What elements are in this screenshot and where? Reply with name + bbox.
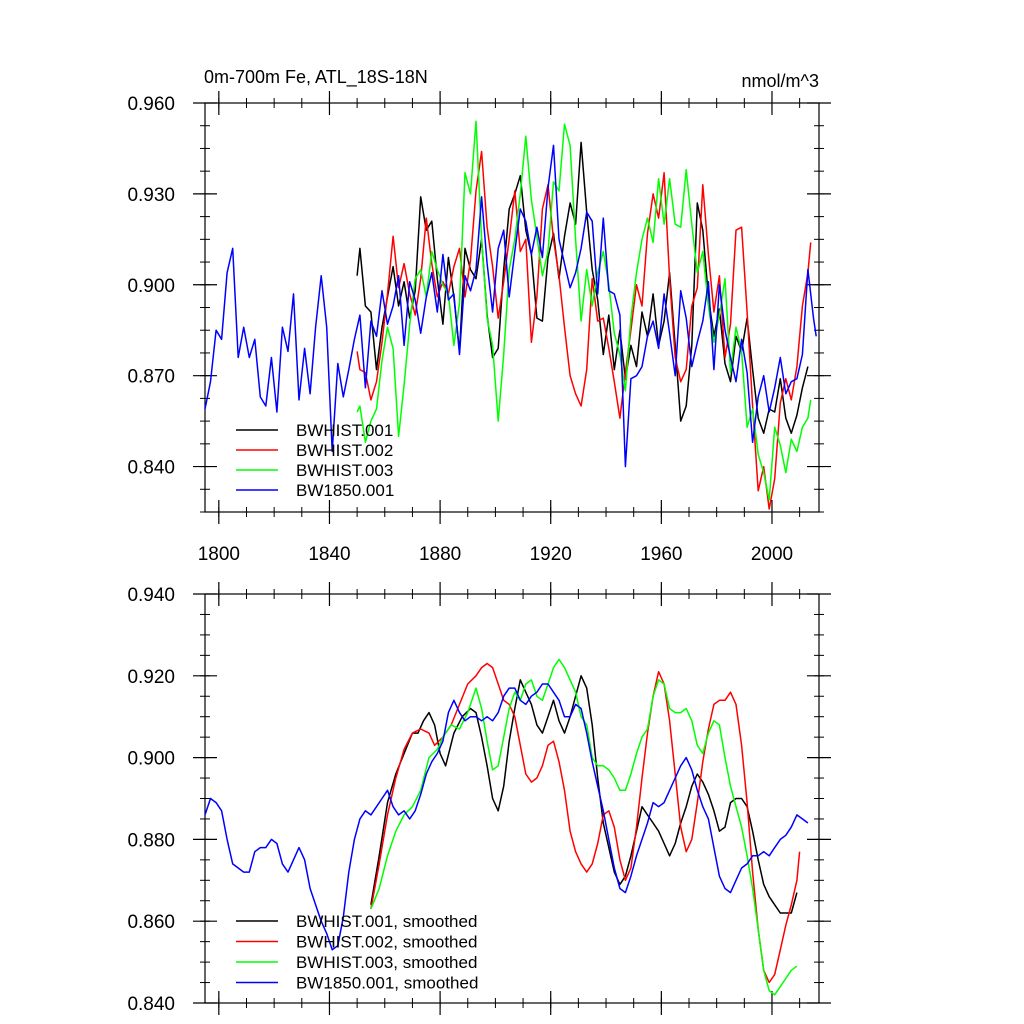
legend-label: BWHIST.002, smoothed (296, 933, 477, 952)
legend-label: BWHIST.001 (296, 421, 393, 440)
legend-label: BWHIST.003 (296, 461, 393, 480)
series-line-bwhist-002 (356, 150, 812, 510)
y-tick-label: 0.860 (127, 912, 175, 933)
x-ticks-top: 1800 1840 1880 1920 1960 2000 (198, 91, 793, 565)
y-tick-label: 0.960 (127, 94, 175, 115)
y-tick-label: 0.870 (127, 367, 175, 388)
series-line-bwhist-003-smoothed (370, 658, 798, 996)
panel-top-raw: 0m-700m Fe, ATL_18S-18N nmol/m^3 0.8400.… (127, 67, 831, 565)
y-ticks-bottom: 0.840 0.860 0.880 0.900 0.920 0.940 (127, 585, 831, 1015)
legend-label: BWHIST.003, smoothed (296, 953, 477, 972)
y-ticks-top: 0.840 0.870 0.900 0.930 0.960 (127, 94, 831, 479)
y-tick-label: 0.880 (127, 830, 175, 851)
legend-label: BWHIST.002 (296, 441, 393, 460)
series-line-bwhist-003 (356, 120, 812, 501)
series-line-bw1850-001-smoothed (204, 683, 809, 951)
legend-bottom: BWHIST.001, smoothed BWHIST.002, smoothed… (236, 912, 478, 993)
x-tick-label: 2000 (751, 544, 793, 565)
chart-title: 0m-700m Fe, ATL_18S-18N (204, 67, 428, 88)
x-tick-label: 1800 (198, 544, 240, 565)
y-tick-label: 0.920 (127, 667, 175, 688)
x-tick-label: 1840 (308, 544, 350, 565)
chart-units: nmol/m^3 (742, 71, 819, 91)
panel-bottom-smoothed: 0.840 0.860 0.880 0.900 0.920 0.940 BWHIST.00… (127, 582, 831, 1015)
minor-ticks-bottom (200, 589, 824, 1008)
y-tick-label: 0.940 (127, 585, 175, 606)
x-tick-label: 1920 (530, 544, 572, 565)
series-group-top (204, 120, 817, 510)
y-tick-label: 0.840 (127, 994, 175, 1015)
legend-label: BWHIST.001, smoothed (296, 912, 477, 931)
y-tick-label: 0.840 (127, 458, 175, 479)
legend-label: BW1850.001, smoothed (296, 974, 478, 993)
legend-label: BW1850.001 (296, 481, 394, 500)
y-tick-label: 0.930 (127, 185, 175, 206)
series-line-bwhist-002-smoothed (370, 662, 801, 984)
x-ticks-bottom (218, 582, 773, 1015)
x-tick-label: 1960 (640, 544, 682, 565)
series-group-bottom (204, 658, 809, 996)
y-tick-label: 0.900 (127, 749, 175, 770)
y-tick-label: 0.900 (127, 276, 175, 297)
series-line-bw1850-001 (204, 144, 817, 468)
series-line-bwhist-001-smoothed (370, 675, 798, 914)
x-tick-label: 1880 (419, 544, 461, 565)
